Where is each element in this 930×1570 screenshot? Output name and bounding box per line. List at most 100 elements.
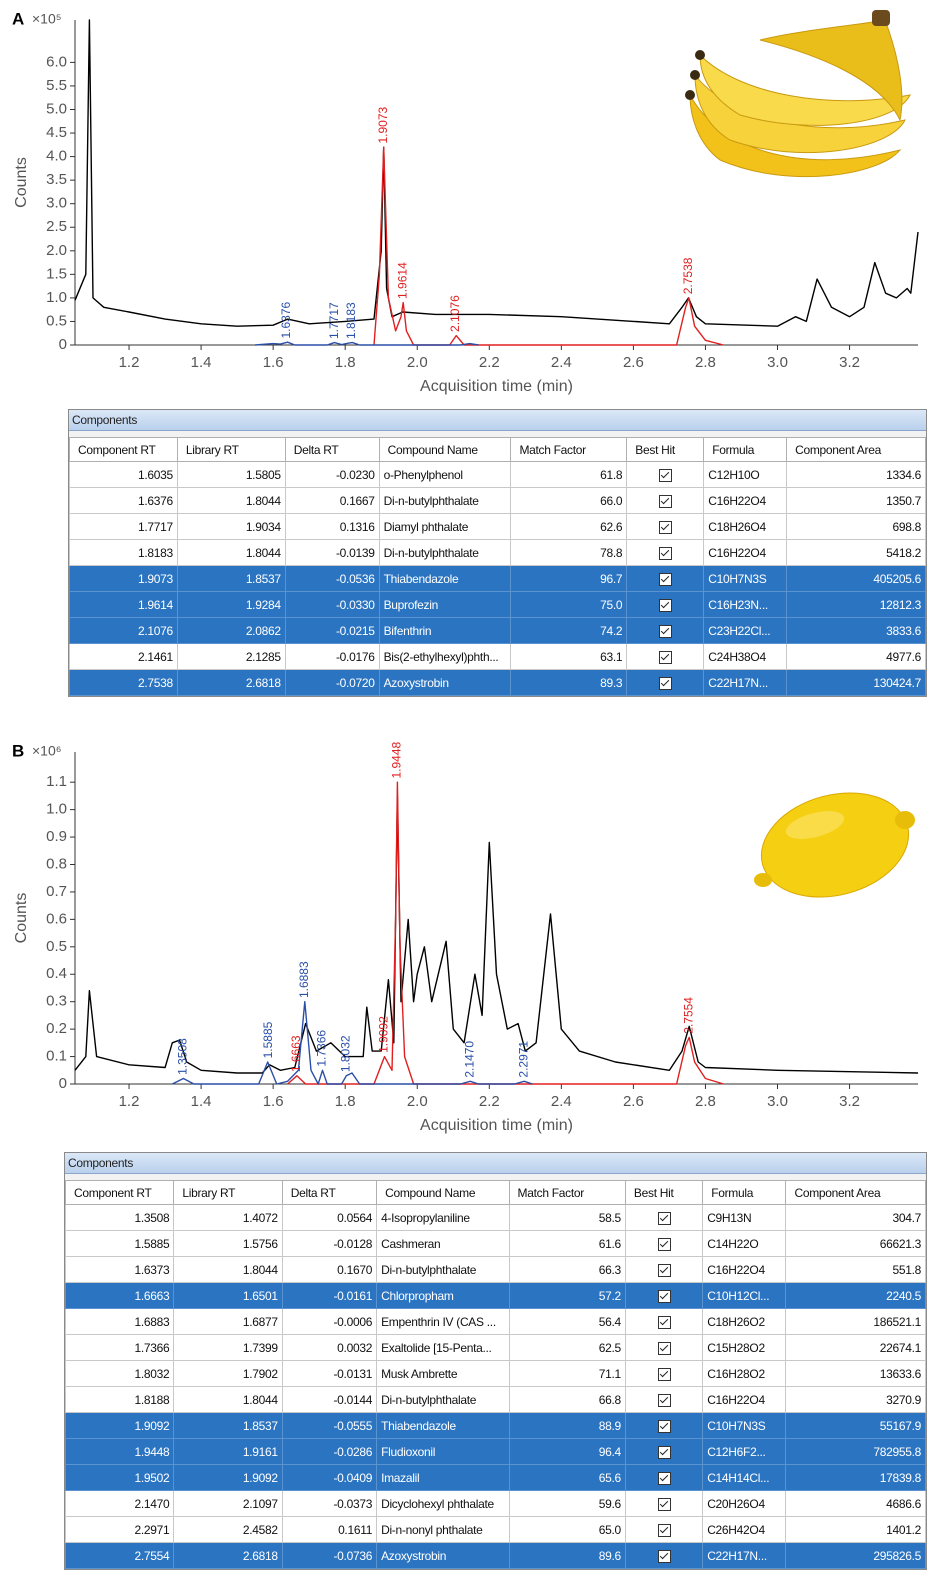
row[interactable]: 1.9073 1.8537 -0.0536 Thiabendazole 96.7 C10H…	[69, 565, 926, 592]
checkbox[interactable]	[657, 1523, 671, 1537]
cell: Di-n-nonyl phthalate	[376, 1516, 510, 1543]
cell: Fludioxonil	[376, 1438, 510, 1465]
cell: Imazalil	[376, 1464, 510, 1491]
peak-label: 1.9092	[377, 1016, 391, 1053]
checkbox[interactable]	[658, 572, 672, 586]
trace	[171, 1001, 533, 1085]
column-header[interactable]: Component Area	[785, 1180, 926, 1205]
row[interactable]: 1.6883 1.6877 -0.0006 Empenthrin IV (CAS ..…	[64, 1308, 926, 1335]
row[interactable]: 1.9092 1.8537 -0.0555 Thiabendazole 88.9 C10H…	[64, 1412, 926, 1439]
cell: 1.8044	[176, 539, 286, 566]
row[interactable]: 2.1470 2.1097 -0.0373 Dicyclohexyl phthalat…	[64, 1490, 926, 1517]
cell: 1334.6	[786, 461, 926, 488]
y-tick-label: 5.5	[46, 77, 67, 94]
row[interactable]: 1.9614 1.9284 -0.0330 Buprofezin 75.0 C16H23N…	[69, 591, 926, 618]
checkbox[interactable]	[657, 1497, 671, 1511]
cell: o-Phenylphenol	[378, 461, 512, 488]
checkbox[interactable]	[658, 546, 672, 560]
y-multiplier: ×10⁶	[32, 743, 62, 759]
checkbox[interactable]	[658, 650, 672, 664]
checkbox[interactable]	[657, 1419, 671, 1433]
row[interactable]: 1.9502 1.9092 -0.0409 Imazalil 65.6 C14H14Cl.…	[64, 1464, 926, 1491]
column-header[interactable]: Match Factor	[508, 1180, 626, 1205]
cell: 57.2	[508, 1282, 626, 1309]
row[interactable]: 2.2971 2.4582 0.1611 Di-n-nonyl phthalate 65…	[64, 1516, 926, 1543]
x-tick-label: 3.2	[839, 1093, 860, 1110]
column-header[interactable]: Delta RT	[284, 437, 380, 462]
checkbox[interactable]	[658, 468, 672, 482]
column-header[interactable]: Library RT	[176, 437, 286, 462]
row[interactable]: 1.6035 1.5805 -0.0230 o-Phenylphenol 61.8 C12…	[69, 461, 926, 488]
cell: 1.8044	[176, 487, 286, 514]
components-table: Components Component RT Library RT Delta RT…	[68, 409, 927, 697]
column-header[interactable]: Compound Name	[378, 437, 512, 462]
checkbox[interactable]	[658, 676, 672, 690]
grid: Component RT Library RT Delta RT Compound N…	[64, 1180, 926, 1569]
row[interactable]: 1.5885 1.5756 -0.0128 Cashmeran 61.6 C14H22O 6…	[64, 1230, 926, 1257]
checkbox[interactable]	[657, 1211, 671, 1225]
checkbox[interactable]	[657, 1445, 671, 1459]
column-header[interactable]: Component Area	[786, 437, 926, 462]
row[interactable]: 1.6373 1.8044 0.1670 Di-n-butylphthalate 66.…	[64, 1256, 926, 1283]
checkbox[interactable]	[658, 494, 672, 508]
checkbox[interactable]	[658, 598, 672, 612]
row[interactable]: 1.7366 1.7399 0.0032 Exaltolide [15-Penta..…	[64, 1334, 926, 1361]
checkbox[interactable]	[657, 1315, 671, 1329]
column-header[interactable]: Delta RT	[281, 1180, 378, 1205]
column-header[interactable]: Library RT	[173, 1180, 283, 1205]
column-header[interactable]: Formula	[702, 1180, 787, 1205]
checkbox[interactable]	[657, 1263, 671, 1277]
checkbox[interactable]	[657, 1393, 671, 1407]
cell: C22H17N...	[702, 1542, 787, 1569]
x-tick-label: 2.4	[551, 1093, 572, 1110]
column-header[interactable]: Best Hit	[626, 437, 705, 462]
row[interactable]: 1.9448 1.9161 -0.0286 Fludioxonil 96.4 C12H6F…	[64, 1438, 926, 1465]
checkbox[interactable]	[657, 1471, 671, 1485]
cell: 89.6	[508, 1542, 626, 1569]
checkbox[interactable]	[658, 520, 672, 534]
row[interactable]: 2.1461 2.1285 -0.0176 Bis(2-ethylhexyl)phth…	[69, 643, 926, 670]
column-header[interactable]: Compound Name	[376, 1180, 510, 1205]
row[interactable]: 1.8188 1.8044 -0.0144 Di-n-butylphthalate 66…	[64, 1386, 926, 1413]
best-hit-cell	[624, 1308, 704, 1335]
peak-label: 1.8032	[339, 1035, 353, 1072]
best-hit-cell	[626, 513, 705, 540]
row[interactable]: 1.8183 1.8044 -0.0139 Di-n-butylphthalate 78…	[69, 539, 926, 566]
checkbox[interactable]	[657, 1237, 671, 1251]
cell: -0.0555	[281, 1412, 378, 1439]
checkbox[interactable]	[657, 1367, 671, 1381]
checkbox[interactable]	[658, 624, 672, 638]
checkbox[interactable]	[657, 1341, 671, 1355]
y-tick-label: 1.1	[46, 773, 67, 790]
cell: -0.0131	[281, 1360, 378, 1387]
row[interactable]: 2.7554 2.6818 -0.0736 Azoxystrobin 89.6 C22H1…	[64, 1542, 926, 1569]
row[interactable]: 1.6663 1.6501 -0.0161 Chlorpropham 57.2 C10H1…	[64, 1282, 926, 1309]
row[interactable]: 2.1076 2.0862 -0.0215 Bifenthrin 74.2 C23H22C…	[69, 617, 926, 644]
x-tick-label: 1.8	[335, 354, 356, 371]
column-header[interactable]: Match Factor	[510, 437, 628, 462]
cell: C14H22O	[702, 1230, 787, 1257]
cell: C22H17N...	[703, 669, 788, 696]
row[interactable]: 1.7717 1.9034 0.1316 Diamyl phthalate 62.6 C1…	[69, 513, 926, 540]
cell: 2.6818	[176, 669, 286, 696]
cell: 1.4072	[173, 1204, 283, 1231]
checkbox[interactable]	[657, 1289, 671, 1303]
x-axis-label: Acquisition time (min)	[420, 1117, 573, 1134]
column-header[interactable]: Component RT	[64, 1180, 175, 1205]
cell: Thiabendazole	[378, 565, 512, 592]
cell: 1.9448	[64, 1438, 175, 1465]
row[interactable]: 1.6376 1.8044 0.1667 Di-n-butylphthalate 66.…	[69, 487, 926, 514]
x-tick-label: 2.0	[407, 1093, 428, 1110]
row[interactable]: 1.3508 1.4072 0.0564 4-Isopropylaniline 58.5…	[64, 1204, 926, 1231]
x-tick-label: 2.8	[695, 354, 716, 371]
cell: 1.8537	[173, 1412, 283, 1439]
cell: 66.0	[510, 487, 628, 514]
cell: 1.6663	[64, 1282, 175, 1309]
row[interactable]: 2.7538 2.6818 -0.0720 Azoxystrobin 89.3 C22H1…	[69, 669, 926, 696]
checkbox[interactable]	[657, 1549, 671, 1563]
grid: Component RT Library RT Delta RT Compound N…	[69, 437, 926, 696]
column-header[interactable]: Formula	[703, 437, 788, 462]
row[interactable]: 1.8032 1.7902 -0.0131 Musk Ambrette 71.1 C16H…	[64, 1360, 926, 1387]
column-header[interactable]: Component RT	[69, 437, 178, 462]
column-header[interactable]: Best Hit	[624, 1180, 704, 1205]
